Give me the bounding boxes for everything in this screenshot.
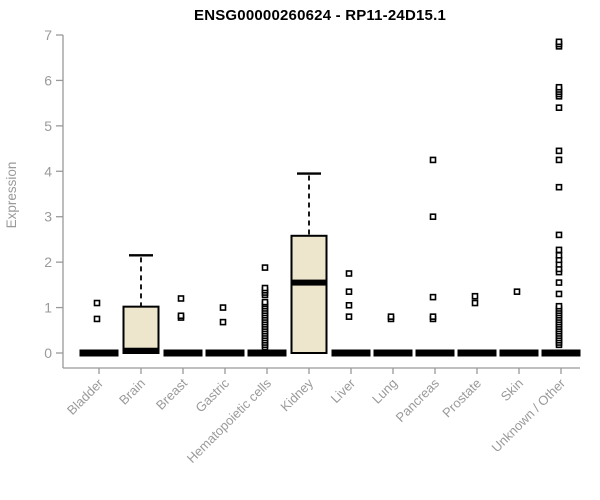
- boxplot-prostate: [457, 292, 497, 357]
- x-tick-label: Pancreas: [393, 375, 443, 425]
- boxplot-pancreas: [415, 156, 455, 357]
- y-tick-label: 4: [44, 163, 52, 179]
- boxplot-skin: [499, 288, 539, 357]
- x-tick-label: Breast: [153, 375, 190, 412]
- y-tick-label: 3: [44, 209, 52, 225]
- chart-title: ENSG00000260624 - RP11-24D15.1: [193, 7, 446, 24]
- boxplot-bladder: [79, 299, 119, 357]
- y-tick-label: 2: [44, 254, 52, 270]
- x-tick-label: Unknown / Other: [489, 375, 569, 455]
- x-tick-label: Prostate: [439, 376, 484, 421]
- boxplot-kidney: [290, 172, 328, 354]
- y-tick-label: 5: [44, 118, 52, 134]
- x-tick-label: Kidney: [277, 375, 316, 414]
- boxplot-lung: [373, 313, 413, 357]
- x-tick-label: Brain: [116, 376, 148, 408]
- y-tick-label: 6: [44, 72, 52, 88]
- boxplot-hematopoietic-cells: [247, 264, 287, 357]
- x-tick-label: Skin: [498, 376, 526, 404]
- x-tick-label: Gastric: [192, 375, 232, 415]
- boxplot-liver: [331, 270, 371, 357]
- boxplot-unknown-other: [541, 38, 581, 357]
- x-tick-label: Liver: [328, 375, 359, 406]
- y-tick-label: 1: [44, 300, 52, 316]
- x-tick-label: Bladder: [64, 375, 107, 418]
- y-axis: 0 1 2 3 4 5 6 7: [44, 27, 64, 368]
- boxplot-gastric: [205, 304, 245, 357]
- boxplot-brain: [122, 254, 160, 355]
- y-tick-label: 7: [44, 27, 52, 43]
- y-tick-label: 0: [44, 345, 52, 361]
- boxplot-breast: [163, 295, 203, 357]
- x-tick-label: Lung: [369, 376, 400, 407]
